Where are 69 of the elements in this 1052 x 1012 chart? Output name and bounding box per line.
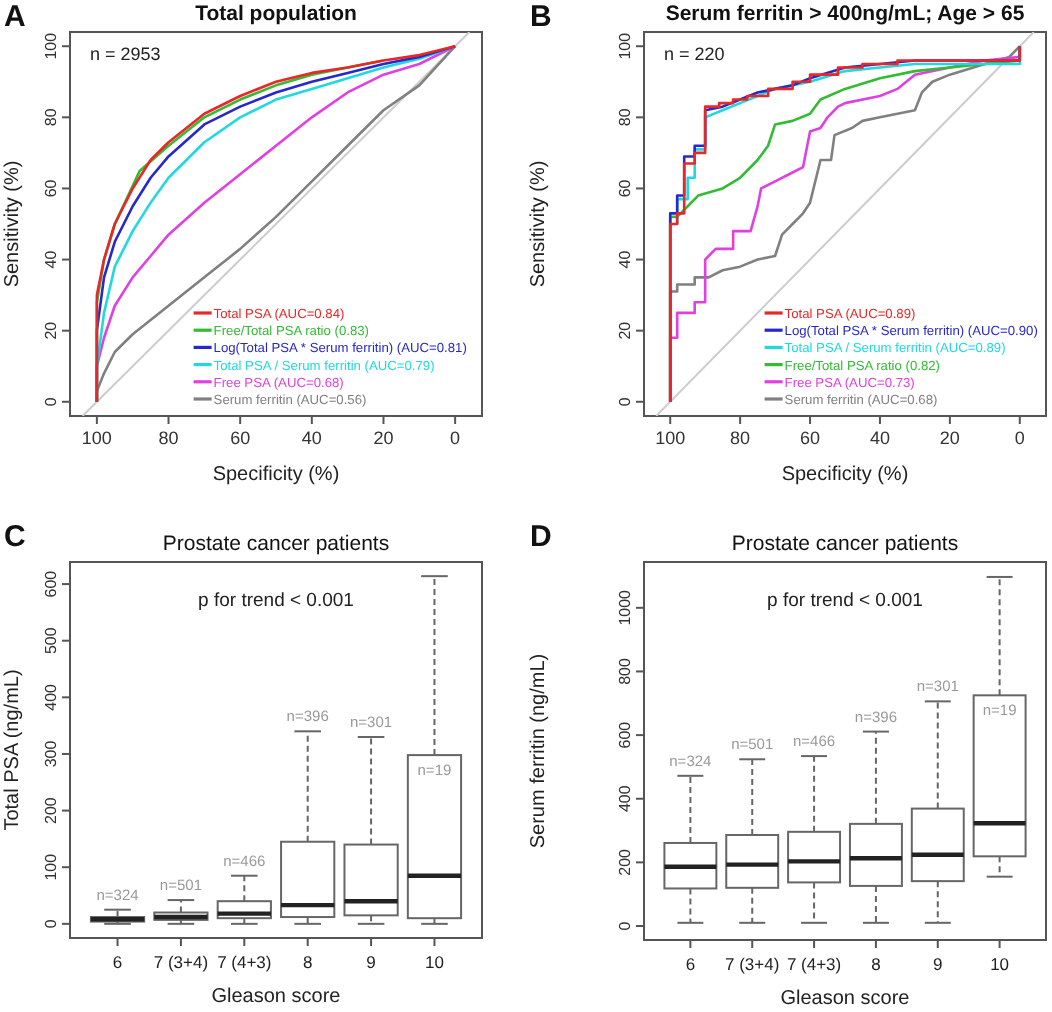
y-tick-label: 300 xyxy=(42,739,60,768)
y-axis-title: Sensitivity (%) xyxy=(528,160,550,288)
annotation: n = 2953 xyxy=(90,44,161,64)
y-tick-label: 60 xyxy=(616,178,634,198)
text: B xyxy=(530,0,552,34)
x-axis-title: Specificity (%) xyxy=(212,464,340,486)
y-tick-label: 100 xyxy=(42,852,60,881)
chart-title: Prostate cancer patients xyxy=(731,532,959,556)
chart-title: Serum ferritin > 400ng/mL; Age > 65 xyxy=(665,2,1025,26)
x-tick-label: 8 xyxy=(871,954,882,974)
y-axis-title: Sensitivity (%) xyxy=(2,160,24,288)
y-tick-label: 200 xyxy=(42,796,60,824)
y-tick-label: 400 xyxy=(42,682,60,711)
x-tick-label: 10 xyxy=(424,952,445,972)
y-tick-label: 20 xyxy=(42,320,60,340)
x-tick-label: 0 xyxy=(1014,428,1025,448)
y-tick-label: 200 xyxy=(616,847,634,876)
x-tick-label: 6 xyxy=(685,954,696,974)
y-axis-title: Total PSA (ng/mL) xyxy=(2,669,24,831)
y-axis-title: Serum ferritin (ng/mL) xyxy=(528,653,550,849)
x-tick-label: 100 xyxy=(655,428,686,448)
x-tick-label: 20 xyxy=(939,428,960,448)
x-tick-label: 10 xyxy=(990,954,1010,974)
x-axis-title: Specificity (%) xyxy=(781,464,909,486)
x-tick-label: 7 (4+3) xyxy=(786,954,842,974)
x-tick-label: 60 xyxy=(230,428,251,448)
y-tick-label: 100 xyxy=(616,31,634,60)
x-tick-label: 0 xyxy=(450,428,461,448)
x-tick-label: 9 xyxy=(933,954,944,974)
annotation: n = 220 xyxy=(664,44,725,64)
x-axis-title: Gleason score xyxy=(780,988,911,1010)
x-tick-label: 7 (3+4) xyxy=(725,954,780,974)
text: C xyxy=(4,520,26,554)
annotation: p for trend < 0.001 xyxy=(198,590,354,612)
y-tick-label: 0 xyxy=(616,396,634,407)
x-tick-label: 80 xyxy=(158,428,179,448)
x-tick-label: 40 xyxy=(301,428,322,448)
x-tick-label: 20 xyxy=(373,428,394,448)
x-tick-label: 9 xyxy=(366,952,377,972)
x-tick-label: 60 xyxy=(800,428,821,448)
y-tick-label: 800 xyxy=(616,657,634,685)
y-tick-label: 0 xyxy=(42,918,60,929)
y-tick-label: 100 xyxy=(42,31,60,60)
x-tick-label: 6 xyxy=(112,952,123,972)
text: A xyxy=(4,0,26,34)
chart-title: Prostate cancer patients xyxy=(162,532,390,556)
text: D xyxy=(530,520,552,554)
x-tick-label: 8 xyxy=(302,952,313,972)
y-tick-label: 0 xyxy=(42,396,60,407)
y-tick-label: 1000 xyxy=(616,588,634,626)
x-axis-title: Gleason score xyxy=(211,986,342,1008)
chart-title: Total population xyxy=(195,2,357,26)
y-tick-label: 0 xyxy=(616,920,634,931)
y-tick-label: 20 xyxy=(616,320,634,340)
y-tick-label: 80 xyxy=(616,107,634,127)
x-tick-label: 40 xyxy=(869,428,890,448)
x-tick-label: 100 xyxy=(81,428,112,448)
y-tick-label: 600 xyxy=(42,569,60,598)
annotation: p for trend < 0.001 xyxy=(767,590,923,612)
y-tick-label: 400 xyxy=(616,784,634,813)
x-tick-label: 7 (3+4) xyxy=(153,952,209,972)
x-tick-label: 7 (4+3) xyxy=(217,952,272,972)
y-tick-label: 60 xyxy=(42,178,60,198)
x-tick-label: 80 xyxy=(730,428,751,448)
y-tick-label: 600 xyxy=(616,720,634,749)
y-tick-label: 80 xyxy=(42,107,60,127)
y-tick-label: 500 xyxy=(42,626,60,655)
y-tick-label: 40 xyxy=(616,249,634,269)
y-tick-label: 40 xyxy=(42,249,60,269)
